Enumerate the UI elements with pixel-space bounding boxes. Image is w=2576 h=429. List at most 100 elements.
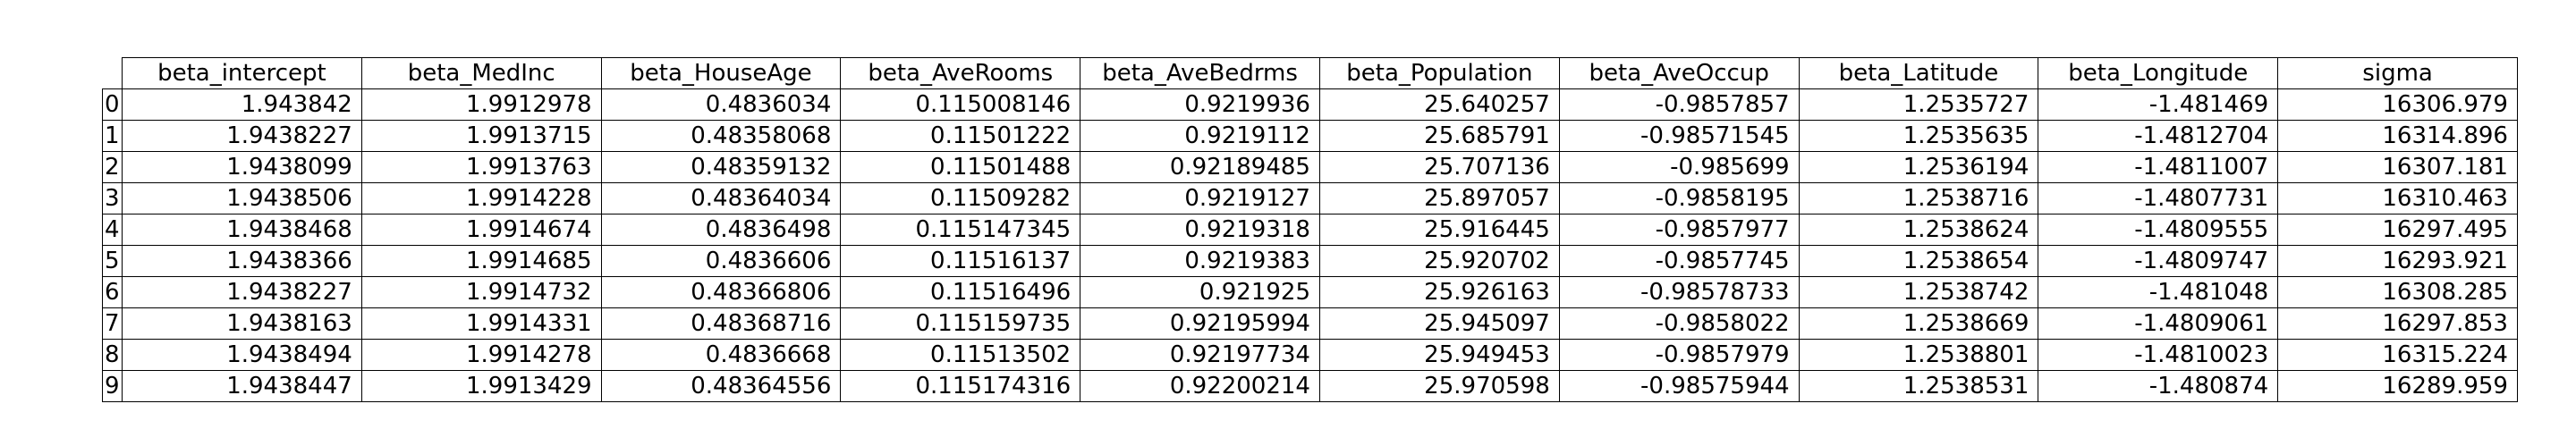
cell-beta-aveoccup: -0.9858022 [1558, 307, 1800, 340]
cell-beta-averooms: 0.115159735 [840, 307, 1081, 340]
cell-beta-medinc: 1.9913763 [360, 151, 602, 183]
column-header-sigma: sigma [2277, 57, 2518, 89]
cell-sigma: 16297.495 [2277, 214, 2518, 246]
cell-beta-averooms: 0.11509282 [840, 182, 1081, 214]
column-header-beta-aveoccup: beta_AveOccup [1558, 57, 1800, 89]
row-index: 5 [102, 245, 123, 277]
cell-beta-population: 25.640257 [1318, 88, 1560, 121]
cell-sigma: 16307.181 [2277, 151, 2518, 183]
cell-beta-latitude: 1.2535727 [1798, 88, 2039, 121]
cell-beta-medinc: 1.9914228 [360, 182, 602, 214]
cell-beta-population: 25.707136 [1318, 151, 1560, 183]
cell-beta-houseage: 0.4836498 [600, 214, 842, 246]
cell-beta-avebedrms: 0.9219936 [1080, 88, 1320, 121]
cell-beta-houseage: 0.48368716 [600, 307, 842, 340]
column-header-beta-medinc: beta_MedInc [360, 57, 602, 89]
cell-beta-longitude: -1.4812704 [2038, 120, 2279, 152]
cell-beta-avebedrms: 0.92197734 [1080, 339, 1320, 371]
cell-beta-intercept: 1.9438506 [122, 182, 362, 214]
cell-beta-houseage: 0.4836606 [600, 245, 842, 277]
cell-beta-latitude: 1.2538669 [1798, 307, 2039, 340]
column-header-beta-latitude: beta_Latitude [1798, 57, 2039, 89]
cell-beta-intercept: 1.9438227 [122, 120, 362, 152]
cell-beta-aveoccup: -0.9857979 [1558, 339, 1800, 371]
cell-beta-medinc: 1.9914674 [360, 214, 602, 246]
cell-beta-intercept: 1.943842 [122, 88, 362, 121]
cell-beta-latitude: 1.2538716 [1798, 182, 2039, 214]
cell-beta-houseage: 0.48364034 [600, 182, 842, 214]
cell-beta-medinc: 1.9914331 [360, 307, 602, 340]
column-header-beta-longitude: beta_Longitude [2038, 57, 2279, 89]
cell-beta-latitude: 1.2538654 [1798, 245, 2039, 277]
table-row: 6 1.9438227 1.9914732 0.48366806 0.11516496 0… [102, 276, 2518, 308]
cell-beta-medinc: 1.9913429 [360, 370, 602, 402]
cell-beta-population: 25.685791 [1318, 120, 1560, 152]
cell-beta-population: 25.970598 [1318, 370, 1560, 402]
cell-sigma: 16297.853 [2277, 307, 2518, 340]
cell-beta-intercept: 1.9438366 [122, 245, 362, 277]
cell-beta-longitude: -1.480874 [2038, 370, 2279, 402]
cell-beta-medinc: 1.9913715 [360, 120, 602, 152]
cell-beta-latitude: 1.2538624 [1798, 214, 2039, 246]
row-index: 3 [102, 182, 123, 214]
table-row: 7 1.9438163 1.9914331 0.48368716 0.115159735… [102, 307, 2518, 340]
cell-beta-aveoccup: -0.9858195 [1558, 182, 1800, 214]
cell-beta-avebedrms: 0.9219112 [1080, 120, 1320, 152]
cell-beta-aveoccup: -0.9857977 [1558, 214, 1800, 246]
cell-beta-population: 25.897057 [1318, 182, 1560, 214]
cell-beta-longitude: -1.4810023 [2038, 339, 2279, 371]
table-row: 9 1.9438447 1.9913429 0.48364556 0.115174316… [102, 370, 2518, 402]
cell-sigma: 16314.896 [2277, 120, 2518, 152]
cell-beta-population: 25.945097 [1318, 307, 1560, 340]
table-row: 5 1.9438366 1.9914685 0.4836606 0.11516137 0.… [102, 245, 2518, 277]
cell-sigma: 16308.285 [2277, 276, 2518, 308]
cell-beta-averooms: 0.115147345 [840, 214, 1081, 246]
cell-beta-longitude: -1.481048 [2038, 276, 2279, 308]
cell-beta-avebedrms: 0.92189485 [1080, 151, 1320, 183]
column-header-beta-averooms: beta_AveRooms [840, 57, 1081, 89]
cell-beta-medinc: 1.9912978 [360, 88, 602, 121]
cell-beta-population: 25.949453 [1318, 339, 1560, 371]
table-row: 0 1.943842 1.9912978 0.4836034 0.115008146 0.… [102, 88, 2518, 121]
cell-beta-intercept: 1.9438227 [122, 276, 362, 308]
cell-beta-population: 25.916445 [1318, 214, 1560, 246]
cell-beta-intercept: 1.9438468 [122, 214, 362, 246]
row-index: 1 [102, 120, 123, 152]
cell-beta-intercept: 1.9438099 [122, 151, 362, 183]
cell-sigma: 16306.979 [2277, 88, 2518, 121]
cell-beta-averooms: 0.11501222 [840, 120, 1081, 152]
cell-beta-longitude: -1.481469 [2038, 88, 2279, 121]
cell-sigma: 16293.921 [2277, 245, 2518, 277]
cell-beta-medinc: 1.9914278 [360, 339, 602, 371]
table-row: 2 1.9438099 1.9913763 0.48359132 0.11501488 0… [102, 151, 2518, 183]
cell-beta-aveoccup: -0.985699 [1558, 151, 1800, 183]
cell-beta-latitude: 1.2538742 [1798, 276, 2039, 308]
cell-beta-intercept: 1.9438163 [122, 307, 362, 340]
cell-beta-avebedrms: 0.92200214 [1080, 370, 1320, 402]
cell-beta-avebedrms: 0.9219318 [1080, 214, 1320, 246]
corner-cell [102, 57, 123, 89]
cell-beta-population: 25.920702 [1318, 245, 1560, 277]
cell-beta-longitude: -1.4809061 [2038, 307, 2279, 340]
cell-beta-houseage: 0.48359132 [600, 151, 842, 183]
row-index: 2 [102, 151, 123, 183]
cell-beta-averooms: 0.11513502 [840, 339, 1081, 371]
cell-beta-houseage: 0.48366806 [600, 276, 842, 308]
cell-beta-longitude: -1.4809555 [2038, 214, 2279, 246]
cell-beta-aveoccup: -0.98578733 [1558, 276, 1800, 308]
table-row: 8 1.9438494 1.9914278 0.4836668 0.11513502 0.… [102, 339, 2518, 371]
cell-beta-longitude: -1.4811007 [2038, 151, 2279, 183]
cell-beta-averooms: 0.11501488 [840, 151, 1081, 183]
row-index: 7 [102, 307, 123, 340]
cell-beta-averooms: 0.11516137 [840, 245, 1081, 277]
header-row: beta_intercept beta_MedInc beta_HouseAge be… [102, 57, 2518, 89]
cell-beta-aveoccup: -0.9857857 [1558, 88, 1800, 121]
cell-beta-avebedrms: 0.9219127 [1080, 182, 1320, 214]
cell-beta-medinc: 1.9914685 [360, 245, 602, 277]
cell-beta-avebedrms: 0.921925 [1080, 276, 1320, 308]
cell-beta-aveoccup: -0.98571545 [1558, 120, 1800, 152]
cell-beta-latitude: 1.2538801 [1798, 339, 2039, 371]
row-index: 6 [102, 276, 123, 308]
cell-sigma: 16289.959 [2277, 370, 2518, 402]
cell-beta-population: 25.926163 [1318, 276, 1560, 308]
